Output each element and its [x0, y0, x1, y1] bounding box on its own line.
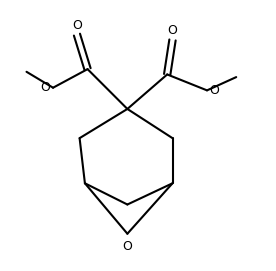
Text: O: O	[72, 19, 82, 32]
Text: O: O	[123, 240, 132, 253]
Text: O: O	[41, 81, 51, 94]
Text: O: O	[210, 84, 219, 97]
Text: O: O	[168, 24, 177, 37]
